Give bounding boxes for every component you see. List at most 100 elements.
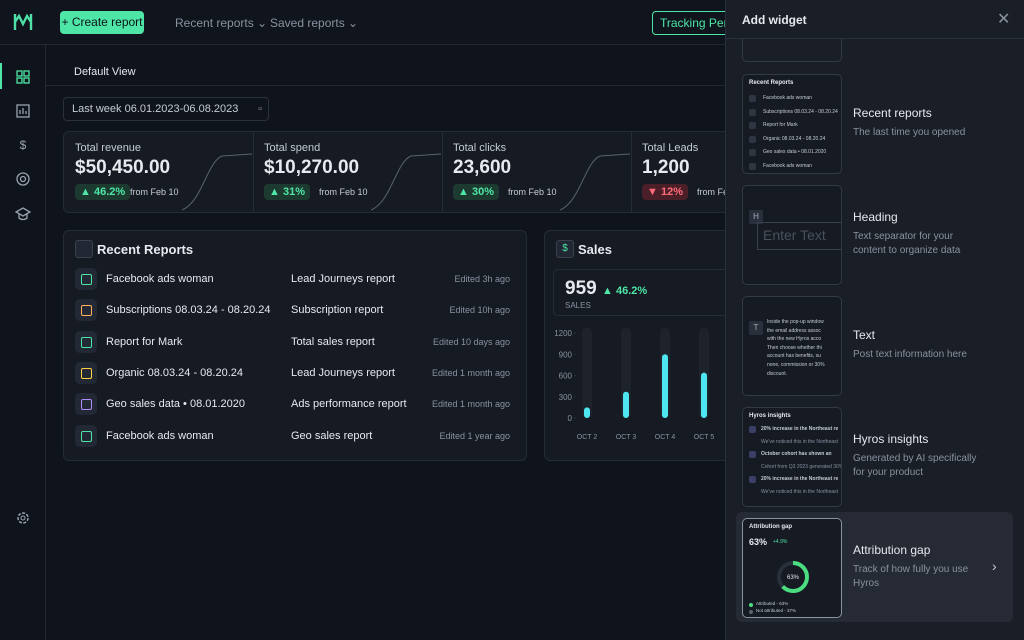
report-edited: Edited 1 year ago	[439, 430, 510, 441]
row-icon	[75, 299, 97, 322]
preview-heading-text: Enter Text	[763, 227, 826, 243]
x-tick-label: OCT 5	[694, 434, 715, 441]
preview-line: Geo sales data • 08.01.2020	[763, 149, 827, 155]
kpi-sparkline	[560, 153, 630, 211]
change-label: 12%	[660, 186, 683, 198]
sidebar-icons: $	[15, 70, 31, 221]
preview-row-icon	[749, 135, 756, 143]
ring-arc	[777, 561, 809, 593]
widget-title[interactable]: Recent reports	[853, 106, 932, 120]
kpi-label: Total spend	[264, 142, 321, 154]
logo	[13, 13, 33, 30]
report-edited: Edited 10 days ago	[432, 336, 510, 347]
preview-line: the email address assoc	[767, 327, 821, 334]
preview-title: Hyros insights	[749, 413, 791, 419]
widget-preview[interactable]: Hyros insights 20% increase in the Northe…	[742, 407, 842, 507]
preview-row-icon	[749, 122, 756, 129]
preview-title: Attribution gap	[749, 524, 792, 530]
widget-title[interactable]: Text	[853, 328, 876, 342]
report-name[interactable]: Subscriptions 08.03.24 - 08.20.24	[106, 304, 271, 317]
widget-info: Heading Text separator for your content t…	[853, 185, 988, 283]
y-tick-label: 300	[559, 393, 573, 402]
report-name[interactable]: Report for Mark	[106, 335, 183, 348]
legend-dot	[749, 603, 753, 607]
money-icon[interactable]: $	[20, 138, 27, 152]
kpi-from: from Feb 10	[319, 187, 368, 197]
preview-icon: H	[749, 210, 763, 224]
sales-summary: 959 ▲ 46.2% SALES	[553, 269, 775, 316]
kpi-sparkline	[371, 153, 441, 211]
kpi-value: $50,450.00	[75, 157, 171, 178]
report-name[interactable]: Facebook ads woman	[106, 429, 214, 442]
sparkline	[560, 153, 630, 211]
y-tick-label: 900	[559, 350, 573, 359]
widget-preview[interactable]: H Enter Text	[742, 185, 842, 285]
report-type: Geo sales report	[291, 429, 373, 442]
widget-info: Hyros insights Generated by AI specifical…	[853, 407, 988, 505]
academy-icon[interactable]	[15, 207, 31, 221]
widget-preview[interactable]: Attribution gap 63% +4.9% 63% Attributed - 6…	[742, 518, 842, 618]
sparkline	[371, 153, 441, 211]
kpi-divider	[631, 132, 632, 212]
widget-title[interactable]: Hyros insights	[853, 432, 929, 446]
widget-title[interactable]: Attribution gap	[853, 543, 931, 557]
preview-row-icon	[749, 426, 756, 433]
preview-line: 20% increase in the Northeast re	[761, 476, 839, 482]
preview-line: Cohort from Q3 2023 generated 30%	[761, 463, 842, 470]
preview-line: account has benefits, su	[767, 353, 821, 360]
view-tab[interactable]: Default View	[74, 66, 136, 78]
chevron[interactable]: ›	[992, 558, 997, 574]
preview-change: +4.9%	[773, 539, 788, 545]
legend-label: Not attributed - 37%	[756, 608, 797, 613]
report-type: Lead Journeys report	[291, 366, 395, 379]
change-label: 46.2%	[615, 285, 648, 297]
widget-description: Post text information here	[853, 349, 967, 360]
close-button[interactable]: ✕	[997, 11, 1011, 28]
widget-preview[interactable]: T Inside the pop-up window the email addre…	[742, 296, 842, 396]
row-icon	[75, 268, 97, 290]
row-icon	[75, 361, 97, 384]
button-label: Create report	[71, 15, 143, 29]
widget-title[interactable]: Heading	[853, 210, 898, 224]
calendar-icon: ▫	[258, 103, 262, 115]
card-icon	[75, 240, 93, 258]
divider	[45, 85, 745, 86]
create-report-button[interactable]: + Create report	[60, 11, 144, 34]
preview-line: Organic 08.03.24 - 08.20.24	[763, 135, 826, 142]
row-icon-glyph	[81, 399, 92, 411]
kpi-change: ▼ 12%	[642, 184, 688, 200]
widget-description: Text separator for your content to organ…	[853, 231, 961, 256]
preview-row-icon	[749, 149, 756, 156]
row-icon-glyph	[81, 274, 92, 285]
report-edited: Edited 1 month ago	[431, 367, 510, 378]
report-name[interactable]: Geo sales data • 08.01.2020	[106, 398, 246, 411]
report-name[interactable]: Facebook ads woman	[106, 273, 214, 285]
report-edited: Edited 3h ago	[454, 274, 510, 284]
bar	[623, 391, 629, 418]
kpi-value: 1,200	[642, 157, 690, 178]
report-type: Total sales report	[291, 335, 375, 348]
dashboard-icon[interactable]	[16, 70, 30, 84]
widget-preview[interactable]: Recent Reports Facebook ads woman Subscrip…	[742, 74, 842, 174]
date-range-label: Last week 06.01.2023-06.08.2023	[72, 103, 239, 115]
preview-heading-box	[757, 222, 841, 250]
preview-title: Recent Reports	[749, 80, 794, 86]
settings-icon[interactable]	[15, 510, 31, 526]
kpi-strip: Total revenue $50,450.00 ▲ 46.2% from Feb 1…	[63, 131, 819, 213]
row-icon	[75, 393, 97, 416]
widget-description: Track of how fully you use Hyros	[853, 564, 969, 589]
change-label: 31%	[282, 186, 305, 198]
widget-description: Generated by AI specifically for your pr…	[853, 453, 977, 478]
kpi-change: ▲ 30%	[453, 184, 499, 200]
kpi-value: 23,600	[453, 157, 512, 178]
recent-reports-menu[interactable]: Recent reports ⌄	[175, 16, 268, 30]
preview-line: October cohort has shown an	[761, 451, 832, 457]
sales-change: ▲ 46.2%	[602, 285, 648, 297]
date-range-picker[interactable]: Last week 06.01.2023-06.08.2023 ▫	[63, 97, 269, 121]
reports-icon[interactable]	[16, 104, 30, 118]
report-name[interactable]: Organic 08.03.24 - 08.20.24	[106, 366, 243, 379]
saved-reports-menu[interactable]: Saved reports ⌄	[270, 16, 359, 30]
target-icon[interactable]	[16, 172, 30, 186]
preview-line: Facebook ads woman	[763, 95, 812, 101]
